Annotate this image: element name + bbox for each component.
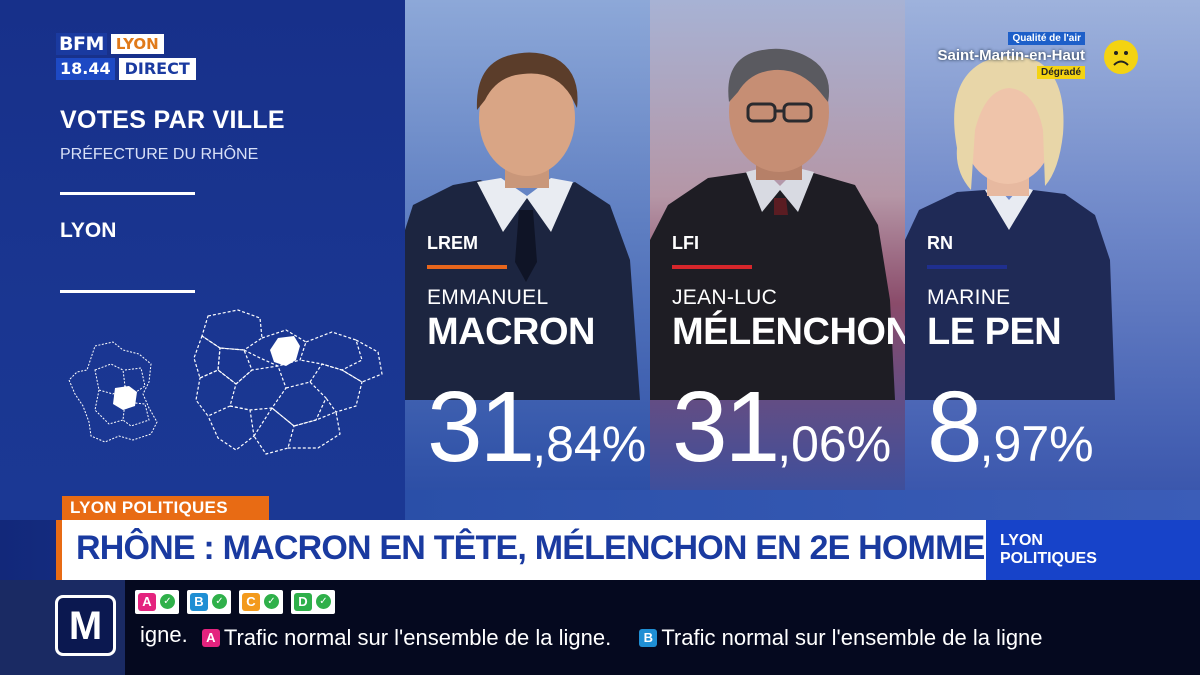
france-map-icon (68, 341, 158, 443)
line-badge-d: D ✓ (291, 590, 335, 614)
vote-percentage-decimal: ,06% (777, 416, 892, 472)
results-area: LREM EMMANUEL MACRON 31,84% (405, 0, 1200, 520)
check-icon: ✓ (212, 594, 227, 609)
candidate-portrait (905, 56, 1115, 400)
line-badges: A ✓ B ✓ C ✓ D ✓ (135, 590, 335, 614)
logo-channel: BFM (56, 33, 107, 55)
air-quality-status: Dégradé (1036, 66, 1085, 79)
sad-face-icon (1104, 40, 1138, 74)
air-quality-title: Qualité de l'air (1008, 32, 1085, 45)
vote-percentage-integer: 31 (427, 371, 535, 483)
candidate-first-name: JEAN-LUC (672, 286, 778, 309)
air-quality-city: Saint-Martin-en-Haut (937, 47, 1086, 64)
divider (60, 290, 195, 293)
ticker-text: igne. A Trafic normal sur l'ensemble de l… (140, 622, 1043, 651)
panel-subtitle: PRÉFECTURE DU RHÔNE (60, 146, 259, 163)
line-letter: B (190, 593, 208, 611)
party-label: LFI (672, 233, 699, 253)
metro-logo-icon: M (55, 595, 116, 656)
check-icon: ✓ (264, 594, 279, 609)
ticker-segment: igne. (140, 622, 188, 647)
party-color-bar (927, 265, 1007, 269)
ticker-segment: Trafic normal sur l'ensemble de la ligne (661, 625, 1043, 650)
line-letter: A (138, 593, 156, 611)
live-badge: DIRECT (118, 58, 196, 80)
vote-percentage-decimal: ,97% (979, 416, 1094, 472)
panel-city: LYON (60, 219, 117, 242)
candidate-last-name: MACRON (427, 311, 595, 353)
line-a-icon: A (201, 629, 220, 647)
check-icon: ✓ (160, 594, 175, 609)
region-map-icon (193, 309, 383, 455)
candidate-first-name: EMMANUEL (427, 286, 549, 309)
candidate-last-name: MÉLENCHON (672, 311, 905, 353)
line-letter: D (294, 593, 312, 611)
line-letter: C (242, 593, 260, 611)
vote-percentage: 8,97% (927, 370, 1094, 485)
candidate-card: LREM EMMANUEL MACRON 31,84% (405, 0, 650, 490)
info-panel: BFM LYON 18.44 DIRECT VOTES PAR VILLE PR… (0, 0, 405, 520)
party-color-bar (427, 265, 507, 269)
clock: 18.44 (56, 58, 115, 80)
candidate-card: LFI JEAN-LUC MÉLENCHON 31,06% (650, 0, 905, 490)
vote-percentage: 31,06% (672, 370, 891, 485)
line-badge-c: C ✓ (239, 590, 283, 614)
ticker-segment: Trafic normal sur l'ensemble de la ligne… (223, 625, 612, 650)
line-badge-b: B ✓ (187, 590, 231, 614)
traffic-ticker: M A ✓ B ✓ C ✓ D ✓ igne. A Trafic normal (0, 580, 1200, 675)
vote-percentage-integer: 8 (927, 371, 983, 483)
line-b-icon: B (639, 629, 658, 647)
panel-title: VOTES PAR VILLE (60, 106, 285, 134)
candidate-portrait (650, 48, 895, 400)
party-label: RN (927, 233, 953, 253)
divider (60, 192, 195, 195)
channel-logo: BFM LYON 18.44 DIRECT (56, 33, 196, 80)
vote-percentage: 31,84% (427, 370, 646, 485)
air-quality-widget: Qualité de l'air Saint-Martin-en-Haut Dé… (932, 32, 1142, 82)
candidate-card: RN MARINE LE PEN 8,97% (905, 0, 1200, 490)
show-logo: LYON POLITIQUES (986, 520, 1200, 580)
candidate-last-name: LE PEN (927, 311, 1062, 353)
vote-percentage-decimal: ,84% (532, 416, 647, 472)
headline-bar: RHÔNE : MACRON EN TÊTE, MÉLENCHON EN 2E … (56, 520, 986, 580)
candidate-first-name: MARINE (927, 286, 1011, 309)
party-label: LREM (427, 233, 478, 253)
show-tag: LYON POLITIQUES (62, 496, 269, 520)
show-logo-line2: POLITIQUES (1000, 550, 1097, 567)
headline: RHÔNE : MACRON EN TÊTE, MÉLENCHON EN 2E … (76, 529, 985, 567)
check-icon: ✓ (316, 594, 331, 609)
candidate-portrait (405, 52, 640, 400)
logo-city: LYON (110, 34, 164, 54)
party-color-bar (672, 265, 752, 269)
show-logo-line1: LYON (1000, 532, 1043, 549)
vote-percentage-integer: 31 (672, 371, 780, 483)
line-badge-a: A ✓ (135, 590, 179, 614)
